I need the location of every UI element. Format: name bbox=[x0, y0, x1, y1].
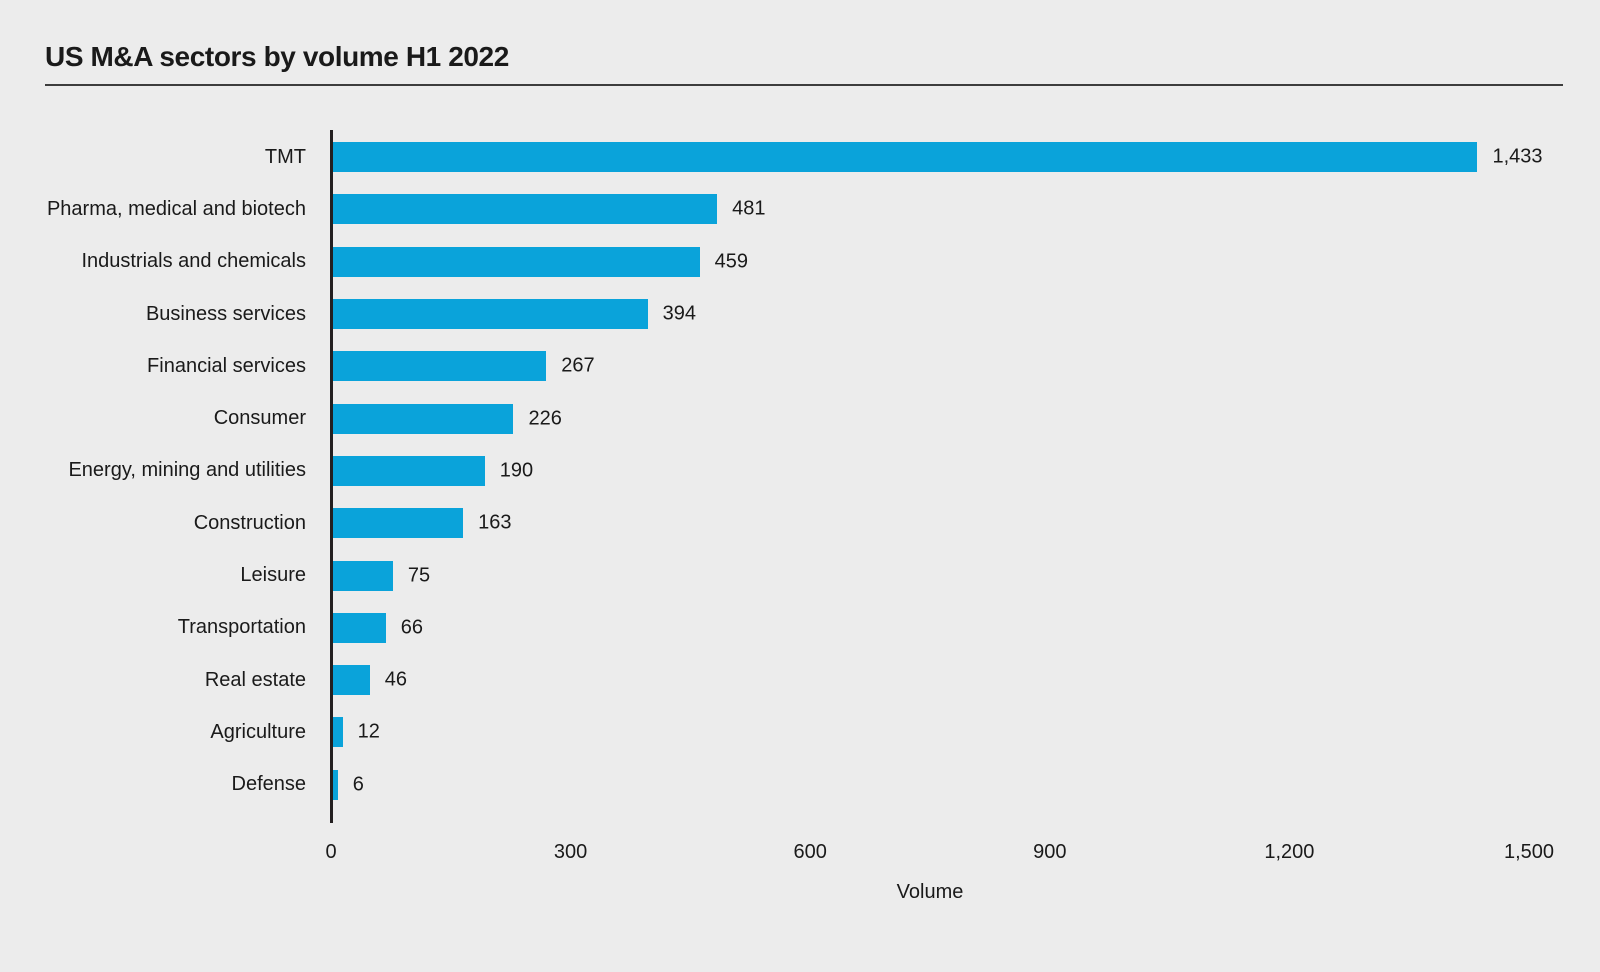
bar bbox=[333, 560, 393, 591]
chart-row: Defense 6 bbox=[0, 759, 1531, 811]
category-label: Consumer bbox=[213, 407, 306, 430]
value-label: 66 bbox=[400, 616, 423, 639]
bar-area: 46 bbox=[333, 665, 1531, 696]
bar-area: 1,433 bbox=[333, 142, 1543, 173]
value-label: 226 bbox=[528, 407, 562, 430]
category-label: TMT bbox=[264, 145, 306, 168]
category-label: Real estate bbox=[204, 668, 306, 691]
bar-area: 459 bbox=[333, 246, 1531, 277]
category-label: Construction bbox=[193, 511, 306, 534]
title-rule bbox=[45, 84, 1563, 86]
chart-row: Leisure 75 bbox=[0, 549, 1531, 601]
chart-row: Business services 394 bbox=[0, 288, 1531, 340]
value-label: 163 bbox=[478, 511, 512, 534]
category-label: Business services bbox=[145, 302, 306, 325]
chart-row: Energy, mining and utilities 190 bbox=[0, 445, 1531, 497]
value-label: 46 bbox=[384, 668, 407, 691]
bar-area: 190 bbox=[333, 455, 1531, 486]
chart-title: US M&A sectors by volume H1 2022 bbox=[45, 41, 509, 72]
x-tick-label: 300 bbox=[553, 841, 588, 863]
value-label: 459 bbox=[714, 250, 748, 273]
bar-area: 12 bbox=[333, 717, 1531, 748]
bar bbox=[333, 194, 718, 225]
chart-row: Pharma, medical and biotech 481 bbox=[0, 183, 1531, 235]
chart-row: Industrials and chemicals 459 bbox=[0, 236, 1531, 288]
chart-rows: TMT 1,433 Pharma, medical and biotech 481 In… bbox=[0, 131, 1543, 811]
x-tick-label: 900 bbox=[1033, 841, 1067, 863]
x-axis-label: Volume bbox=[896, 881, 964, 903]
bar bbox=[333, 403, 514, 434]
bar bbox=[333, 142, 1478, 173]
category-label: Leisure bbox=[240, 564, 306, 587]
bar-area: 75 bbox=[333, 560, 1531, 591]
y-axis-line bbox=[330, 130, 333, 823]
chart-row: Financial services 267 bbox=[0, 340, 1531, 392]
bar bbox=[333, 612, 386, 643]
bar-area: 267 bbox=[333, 351, 1531, 382]
bar-area: 163 bbox=[333, 508, 1531, 539]
chart-row: Agriculture 12 bbox=[0, 706, 1531, 758]
bar bbox=[333, 455, 485, 486]
chart-row: Construction 163 bbox=[0, 497, 1531, 549]
category-label: Agriculture bbox=[210, 720, 306, 743]
x-tick-label: 600 bbox=[793, 841, 827, 863]
value-label: 75 bbox=[407, 564, 431, 587]
category-label: Pharma, medical and biotech bbox=[46, 197, 306, 220]
bar bbox=[333, 246, 700, 277]
bar-area: 6 bbox=[333, 769, 1531, 800]
x-tick-label: 1,200 bbox=[1264, 841, 1315, 863]
bar bbox=[333, 665, 370, 696]
bar-area: 226 bbox=[333, 403, 1531, 434]
bar-area: 66 bbox=[333, 612, 1531, 643]
x-tick-label: 1,500 bbox=[1503, 841, 1555, 863]
category-label: Financial services bbox=[147, 354, 306, 377]
chart-row: Real estate 46 bbox=[0, 654, 1531, 706]
value-label: 267 bbox=[561, 354, 595, 377]
x-axis-ticks: 0 300 600 900 1,200 1,500 bbox=[325, 841, 1554, 867]
category-label: Defense bbox=[231, 773, 307, 796]
bar bbox=[333, 769, 338, 800]
bar bbox=[333, 299, 648, 330]
category-label: Industrials and chemicals bbox=[81, 250, 306, 273]
bar bbox=[333, 351, 547, 382]
bar-area: 394 bbox=[333, 299, 1531, 330]
chart-row: Consumer 226 bbox=[0, 392, 1531, 444]
value-label: 12 bbox=[357, 720, 380, 743]
value-label: 190 bbox=[499, 459, 534, 482]
value-label: 481 bbox=[732, 197, 766, 220]
bar-area: 481 bbox=[333, 194, 1531, 225]
bar bbox=[333, 508, 464, 539]
value-label: 6 bbox=[352, 773, 364, 796]
x-tick-label: 0 bbox=[325, 841, 337, 863]
chart-row: TMT 1,433 bbox=[0, 131, 1543, 183]
category-label: Transportation bbox=[177, 616, 306, 639]
value-label: 394 bbox=[662, 302, 697, 325]
bar bbox=[333, 717, 343, 748]
category-label: Energy, mining and utilities bbox=[68, 459, 306, 482]
value-label: 1,433 bbox=[1492, 145, 1543, 168]
chart-row: Transportation 66 bbox=[0, 602, 1531, 654]
